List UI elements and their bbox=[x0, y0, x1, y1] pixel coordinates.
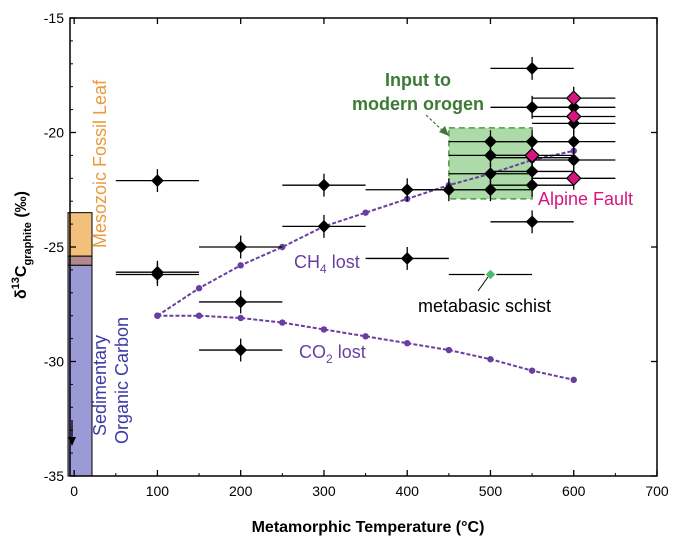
diamond-black-point bbox=[317, 220, 331, 233]
diamond-black-point bbox=[484, 183, 497, 197]
ch4-lost-curve-node bbox=[362, 209, 369, 216]
diamond-black-point bbox=[234, 343, 248, 357]
diamond-black-point bbox=[234, 295, 248, 309]
input-to-orogen-label-line1: Input to bbox=[385, 70, 451, 90]
x-tick-label: 0 bbox=[70, 483, 78, 499]
x-tick-label: 300 bbox=[312, 483, 336, 499]
axes: 0 100 200 300 400 500 600 700 -15 -20 -25 -30 -35 bbox=[44, 10, 669, 499]
diamond-black-point bbox=[567, 153, 581, 167]
x-tick-label: 200 bbox=[229, 483, 253, 499]
diamond-magenta-point bbox=[565, 90, 582, 106]
plot-frame bbox=[69, 17, 658, 477]
diamond-black-point bbox=[525, 62, 539, 75]
diamond-black-point bbox=[234, 240, 248, 254]
diamond-black-point bbox=[151, 174, 164, 187]
diamond-magenta-point bbox=[524, 147, 540, 164]
y-tick-label: -35 bbox=[44, 468, 64, 484]
ch4-lost-label: CH4 lost bbox=[294, 252, 360, 276]
y-tick-label: -25 bbox=[44, 239, 64, 255]
ch4-lost-curve bbox=[156, 149, 574, 317]
co2-lost-curve-node bbox=[154, 312, 161, 319]
co2-lost-curve-node bbox=[279, 319, 286, 326]
input-arrow bbox=[425, 114, 449, 136]
x-tick-label: 500 bbox=[479, 483, 503, 499]
sedimentary-label-line1: Sedimentary bbox=[90, 335, 110, 436]
down-arrow-icon bbox=[68, 420, 76, 446]
input-to-orogen-label-line2: modern orogen bbox=[352, 94, 484, 114]
y-tick-label: -20 bbox=[44, 125, 64, 141]
co2-rest: lost bbox=[333, 342, 366, 362]
x-tick-label: 400 bbox=[396, 483, 420, 499]
y-title-c: C bbox=[13, 265, 30, 277]
co2-lost-curve-node bbox=[487, 356, 494, 363]
diamond-magenta-point bbox=[565, 108, 582, 125]
diamond-black-point bbox=[151, 268, 164, 281]
metabasic-schist-label: metabasic schist bbox=[418, 296, 551, 316]
x-tick-label: 100 bbox=[146, 483, 170, 499]
mesozoic-fossil-leaf-label: Mesozoic Fossil Leaf bbox=[90, 79, 110, 248]
co2-lost-curve-node bbox=[570, 376, 577, 384]
co2-main: CO bbox=[299, 342, 326, 362]
y-tick-label: -15 bbox=[44, 10, 64, 26]
diamond-black-point bbox=[525, 178, 539, 192]
ch4-main: CH bbox=[294, 252, 320, 272]
overlap-bar bbox=[67, 255, 93, 266]
co2-lost-curve-node bbox=[320, 326, 328, 333]
co2-lost-curve bbox=[157, 314, 574, 381]
ch4-lost-curve-node bbox=[237, 262, 244, 269]
co2-lost-curve-node bbox=[528, 367, 536, 374]
co2-lost-curve-node bbox=[445, 346, 453, 354]
co2-sub: 2 bbox=[326, 352, 333, 366]
ch4-lost-curve-node bbox=[195, 285, 203, 292]
co2-lost-curve-node bbox=[362, 333, 369, 340]
co2-lost-curve-node bbox=[404, 339, 411, 347]
alpine-fault-label: Alpine Fault bbox=[538, 189, 633, 209]
x-tick-label: 700 bbox=[645, 483, 669, 499]
diamond-black-point bbox=[400, 252, 414, 265]
diamond-black-point bbox=[567, 135, 581, 149]
diamond-magenta-point bbox=[565, 170, 582, 187]
co2-lost-curve-node bbox=[237, 314, 244, 322]
y-title-sub: graphite bbox=[22, 222, 34, 265]
ch4-rest: lost bbox=[327, 252, 360, 272]
diamond-black-point bbox=[525, 215, 539, 229]
mesozoic-fossil-leaf-bar bbox=[67, 212, 93, 257]
y-title-delta: δ bbox=[13, 289, 30, 299]
y-axis-title: δ13Cgraphite (‰) bbox=[10, 191, 34, 299]
co2-lost-label: CO2 lost bbox=[299, 342, 366, 366]
sedimentary-label-line2: Organic Carbon bbox=[112, 317, 132, 444]
y-title-unit: (‰) bbox=[13, 191, 30, 222]
diamond-black-point bbox=[317, 178, 331, 192]
metabasic-leader bbox=[477, 276, 489, 292]
y-tick-label: -30 bbox=[44, 354, 64, 370]
x-tick-label: 600 bbox=[562, 483, 586, 499]
y-title-sup: 13 bbox=[10, 277, 22, 289]
ch4-sub: 4 bbox=[320, 262, 327, 276]
x-axis-title: Metamorphic Temperature (°C) bbox=[252, 519, 485, 536]
data-points bbox=[115, 56, 616, 362]
co2-lost-curve-node bbox=[195, 312, 203, 319]
